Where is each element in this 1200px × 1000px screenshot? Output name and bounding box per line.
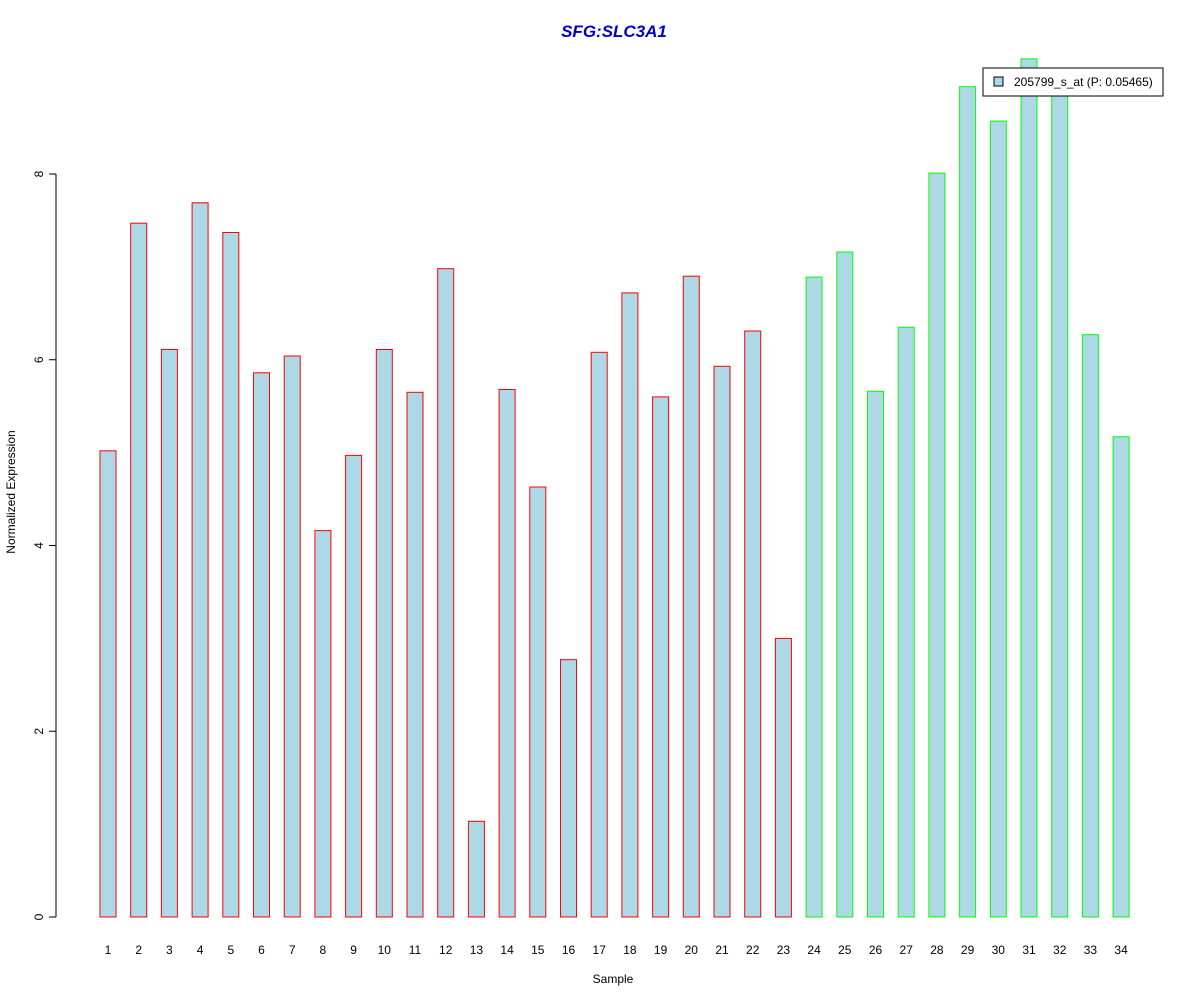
x-tick-label: 31 xyxy=(1022,943,1036,957)
legend-swatch xyxy=(993,76,1004,87)
bar-sample-32 xyxy=(1051,89,1069,918)
legend: 205799_s_at (P: 0.05465) xyxy=(982,67,1164,97)
legend-box xyxy=(982,67,1164,97)
y-axis: 0 2 4 6 8 xyxy=(32,170,57,920)
bar-sample-21 xyxy=(713,365,731,918)
bar-sample-14 xyxy=(498,389,516,918)
bars xyxy=(99,58,1130,918)
x-tick-label: 16 xyxy=(562,943,576,957)
x-tick-label: 15 xyxy=(531,943,545,957)
bar-sample-11 xyxy=(406,391,424,918)
x-tick-label: 26 xyxy=(869,943,883,957)
bar-sample-2 xyxy=(130,222,148,918)
y-tick-label: 4 xyxy=(32,542,46,549)
bar-sample-20 xyxy=(682,275,700,918)
x-tick-label: 32 xyxy=(1053,943,1067,957)
bar-sample-7 xyxy=(283,355,301,918)
y-tick-label: 8 xyxy=(32,170,46,177)
bar-sample-30 xyxy=(989,120,1007,918)
bar-sample-13 xyxy=(467,820,485,918)
y-tick-label: 6 xyxy=(32,356,46,363)
bar-sample-17 xyxy=(590,351,608,918)
x-tick-labels: 1 2 3 4 5 6 7 8 9 10 11 12 13 14 15 16 17 18 19 20 21 22 23 24 2… xyxy=(105,943,1128,957)
bar-sample-10 xyxy=(375,349,393,918)
bar-sample-26 xyxy=(867,390,884,918)
x-tick-label: 7 xyxy=(289,943,296,957)
x-tick-label: 14 xyxy=(500,943,514,957)
x-tick-label: 2 xyxy=(135,943,142,957)
x-tick-label: 23 xyxy=(777,943,791,957)
bar-sample-18 xyxy=(621,292,639,918)
bar-sample-23 xyxy=(774,637,792,918)
x-tick-label: 27 xyxy=(900,943,914,957)
bar-sample-34 xyxy=(1112,436,1130,918)
bar-sample-22 xyxy=(744,330,762,918)
bar-sample-33 xyxy=(1081,334,1099,918)
x-tick-label: 3 xyxy=(166,943,173,957)
x-tick-label: 29 xyxy=(961,943,975,957)
x-tick-label: 12 xyxy=(439,943,453,957)
bar-sample-28 xyxy=(928,172,946,918)
bar-sample-16 xyxy=(560,659,577,918)
x-tick-label: 25 xyxy=(838,943,852,957)
bar-sample-12 xyxy=(437,268,455,918)
x-tick-label: 22 xyxy=(746,943,760,957)
x-tick-label: 20 xyxy=(685,943,699,957)
chart-title: SFG:SLC3A1 xyxy=(561,22,667,41)
x-tick-label: 19 xyxy=(654,943,668,957)
x-tick-label: 1 xyxy=(105,943,112,957)
x-tick-label: 9 xyxy=(350,943,357,957)
bar-sample-4 xyxy=(191,202,209,918)
bar-sample-29 xyxy=(959,86,977,918)
bar-sample-31 xyxy=(1020,58,1038,918)
x-tick-label: 6 xyxy=(258,943,265,957)
x-tick-label: 34 xyxy=(1114,943,1128,957)
x-tick-label: 8 xyxy=(320,943,327,957)
x-tick-label: 30 xyxy=(992,943,1006,957)
x-tick-label: 21 xyxy=(715,943,729,957)
y-axis-label: Normalized Expression xyxy=(4,430,18,553)
bar-sample-25 xyxy=(836,251,854,918)
bar-sample-8 xyxy=(314,530,332,918)
x-tick-label: 24 xyxy=(807,943,821,957)
x-tick-label: 33 xyxy=(1084,943,1098,957)
legend-label: 205799_s_at (P: 0.05465) xyxy=(1014,75,1153,89)
x-axis-label: Sample xyxy=(593,972,634,986)
x-tick-label: 18 xyxy=(623,943,637,957)
y-tick-label: 0 xyxy=(32,913,46,920)
x-tick-label: 17 xyxy=(593,943,607,957)
bar-sample-1 xyxy=(99,450,117,918)
bar-sample-9 xyxy=(345,454,363,918)
bar-sample-24 xyxy=(805,276,823,918)
x-tick-label: 5 xyxy=(227,943,234,957)
bar-sample-27 xyxy=(897,326,915,918)
bar-sample-5 xyxy=(222,232,240,918)
x-tick-label: 4 xyxy=(197,943,204,957)
x-tick-label: 10 xyxy=(378,943,392,957)
bar-sample-3 xyxy=(160,349,178,918)
bar-sample-15 xyxy=(529,486,547,918)
bar-sample-19 xyxy=(652,396,670,918)
x-tick-label: 28 xyxy=(930,943,944,957)
x-tick-label: 13 xyxy=(470,943,484,957)
bar-sample-6 xyxy=(253,372,270,918)
y-tick-label: 2 xyxy=(32,728,46,735)
x-tick-label: 11 xyxy=(409,943,422,957)
